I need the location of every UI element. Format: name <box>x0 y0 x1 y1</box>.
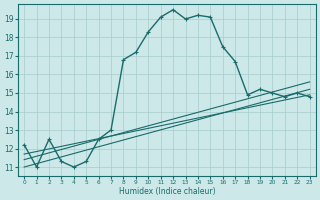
X-axis label: Humidex (Indice chaleur): Humidex (Indice chaleur) <box>119 187 215 196</box>
